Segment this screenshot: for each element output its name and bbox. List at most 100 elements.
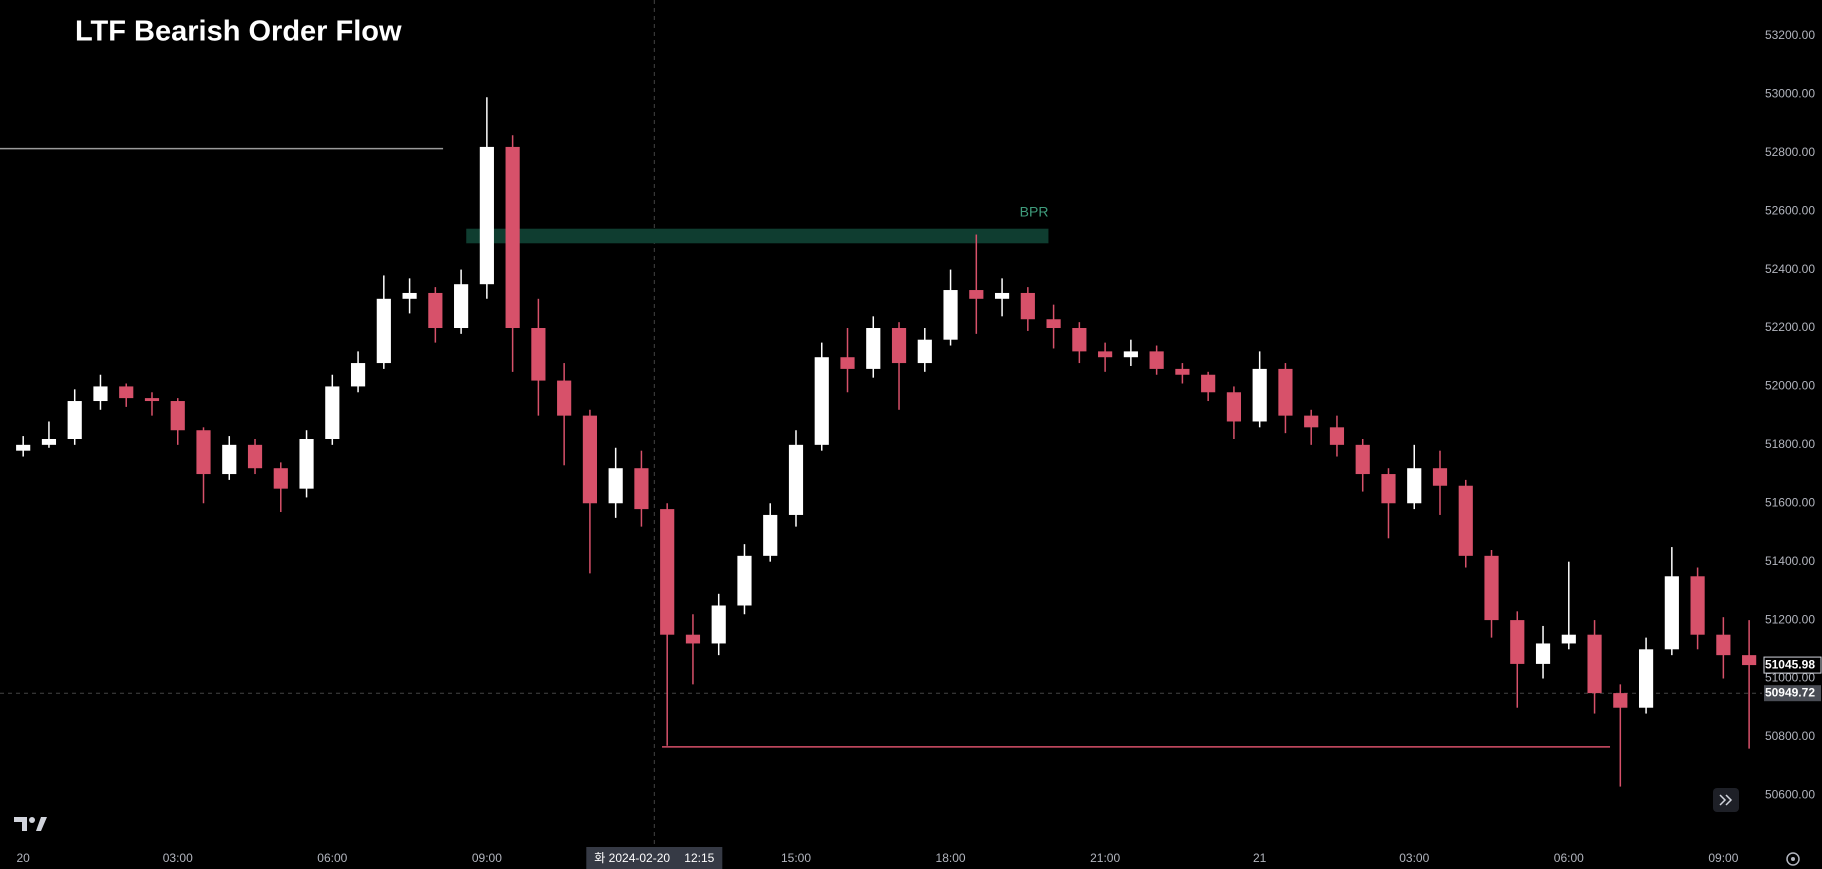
price-marker: [1764, 685, 1821, 702]
y-tick-label: 51800.00: [1765, 437, 1815, 451]
candle-body: [531, 328, 546, 381]
y-tick-label: 52000.00: [1765, 379, 1815, 393]
candle-body: [16, 444, 31, 451]
candle-body: [1149, 351, 1164, 369]
candle-body: [1613, 693, 1628, 708]
candle-body: [1072, 328, 1087, 352]
candle-body: [1329, 427, 1345, 445]
candle-body: [634, 468, 649, 510]
candle-body: [1458, 485, 1473, 556]
candle-body: [1484, 555, 1499, 621]
candle-body: [1098, 351, 1113, 358]
candle-body: [840, 357, 855, 369]
y-tick-label: 52400.00: [1765, 262, 1815, 276]
y-tick-label: 52200.00: [1765, 320, 1815, 334]
candle-body: [170, 401, 185, 431]
candle-body: [608, 468, 623, 504]
candle-body: [1381, 474, 1396, 504]
zone: [466, 228, 1049, 244]
y-tick-label: 51000.00: [1765, 671, 1815, 685]
candle-body: [1432, 468, 1448, 486]
candle-body: [1175, 368, 1190, 375]
candle-body: [350, 363, 366, 387]
tv-logo: [14, 817, 47, 831]
candle-body: [273, 468, 288, 489]
crosshair-date: 화 2024-02-20: [594, 851, 670, 865]
candle-body: [1355, 444, 1370, 475]
candle-body: [119, 386, 134, 399]
candle-body: [1716, 634, 1731, 656]
candle-body: [1304, 415, 1319, 428]
candle-body: [917, 339, 932, 364]
x-tick-label: 03:00: [1399, 851, 1429, 865]
settings-button[interactable]: [1786, 852, 1800, 866]
candle-body: [479, 146, 494, 285]
y-tick-label: 51200.00: [1765, 612, 1815, 626]
y-tick-label: 50600.00: [1765, 788, 1815, 802]
candle-body: [994, 292, 1010, 299]
x-tick-label: 09:00: [1708, 851, 1738, 865]
candle-body: [325, 386, 340, 440]
candle-body: [763, 514, 778, 556]
candle-body: [299, 439, 314, 489]
scroll-button[interactable]: [1713, 788, 1739, 812]
candle-body: [247, 444, 263, 469]
candle-body: [788, 444, 804, 515]
candle-body: [660, 509, 675, 635]
candle-body: [1638, 649, 1654, 708]
candle-body: [505, 146, 520, 329]
candle-body: [1561, 634, 1576, 644]
y-tick-label: 53200.00: [1765, 28, 1815, 42]
y-tick-label: 52600.00: [1765, 203, 1815, 217]
x-tick-label: 21:00: [1090, 851, 1120, 865]
candle-body: [196, 430, 211, 475]
candle-body: [454, 284, 469, 329]
candle-body: [685, 634, 701, 644]
crosshair-label-box: [586, 847, 723, 869]
plot-area: BPR: [0, 0, 1762, 845]
candle-body: [557, 380, 572, 416]
candle-body: [737, 555, 752, 606]
price-marker-label: 50949.72: [1765, 685, 1815, 699]
candle-body: [582, 415, 597, 504]
price-marker-label: 51045.98: [1765, 657, 1815, 671]
x-tick-label: 06:00: [317, 851, 347, 865]
x-tick-label: 15:00: [781, 851, 811, 865]
candle-body: [1252, 368, 1267, 422]
y-tick-label: 51600.00: [1765, 495, 1815, 509]
x-tick-label: 03:00: [163, 851, 193, 865]
x-tick-label: 06:00: [1554, 851, 1584, 865]
candle-body: [222, 444, 237, 475]
y-tick-label: 51400.00: [1765, 554, 1815, 568]
candle-body: [891, 328, 907, 364]
candle-body: [428, 292, 443, 329]
candle-body: [402, 292, 417, 299]
candle-body: [1742, 655, 1757, 666]
candle-body: [1123, 351, 1138, 358]
candle-body: [67, 401, 82, 440]
y-tick-label: 50800.00: [1765, 729, 1815, 743]
chart-title: LTF Bearish Order Flow: [75, 16, 402, 48]
x-tick-label: 09:00: [472, 851, 502, 865]
candle-body: [1664, 576, 1679, 650]
candle-body: [144, 398, 160, 402]
candle-body: [943, 290, 958, 340]
candle-body: [1226, 392, 1241, 422]
x-tick-label: 21: [1253, 851, 1267, 865]
candle-body: [41, 439, 57, 445]
candle-body: [1510, 620, 1525, 664]
x-tick-label: 20: [17, 851, 31, 865]
y-tick-label: 52800.00: [1765, 145, 1815, 159]
candle-body: [1020, 292, 1035, 320]
candle-body: [1407, 468, 1422, 504]
candle-body: [1278, 368, 1293, 416]
candle-body: [1690, 576, 1705, 635]
candle-body: [969, 290, 984, 299]
candle-body: [93, 386, 108, 402]
price-marker: [1763, 656, 1822, 674]
candle-body: [814, 357, 829, 445]
candle-body: [1201, 374, 1216, 393]
candle-body: [1587, 634, 1602, 694]
